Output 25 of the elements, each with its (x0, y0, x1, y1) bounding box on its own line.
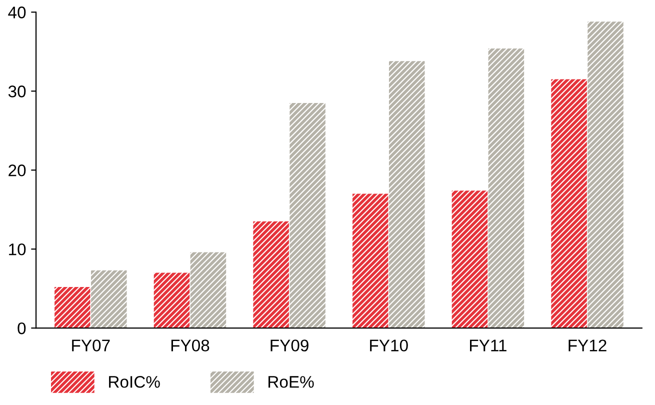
x-tick-label: FY12 (568, 340, 606, 352)
y-tick-label: 10 (9, 243, 26, 256)
bar (253, 221, 289, 328)
x-tick-label: FY10 (370, 340, 408, 352)
x-tick-label: FY08 (171, 340, 210, 352)
bar (551, 79, 587, 328)
bar (154, 272, 190, 328)
x-tick-label: FY09 (270, 340, 308, 352)
x-tick-label: FY07 (72, 340, 110, 352)
legend-label: RoIC% (109, 376, 160, 388)
bar (488, 48, 524, 328)
x-tick-label: FY11 (470, 340, 506, 352)
bar (388, 61, 425, 328)
y-tick-label: 0 (18, 322, 26, 334)
bar (290, 102, 326, 328)
y-tick-label: 30 (8, 86, 26, 98)
bar (452, 190, 488, 328)
bar (352, 194, 388, 328)
y-tick-label: 40 (8, 6, 26, 18)
legend-label: RoE% (268, 376, 314, 388)
y-tick-label: 20 (8, 164, 26, 176)
bar (91, 270, 127, 328)
bar (54, 286, 90, 328)
bar (190, 252, 226, 328)
bar (588, 22, 624, 328)
